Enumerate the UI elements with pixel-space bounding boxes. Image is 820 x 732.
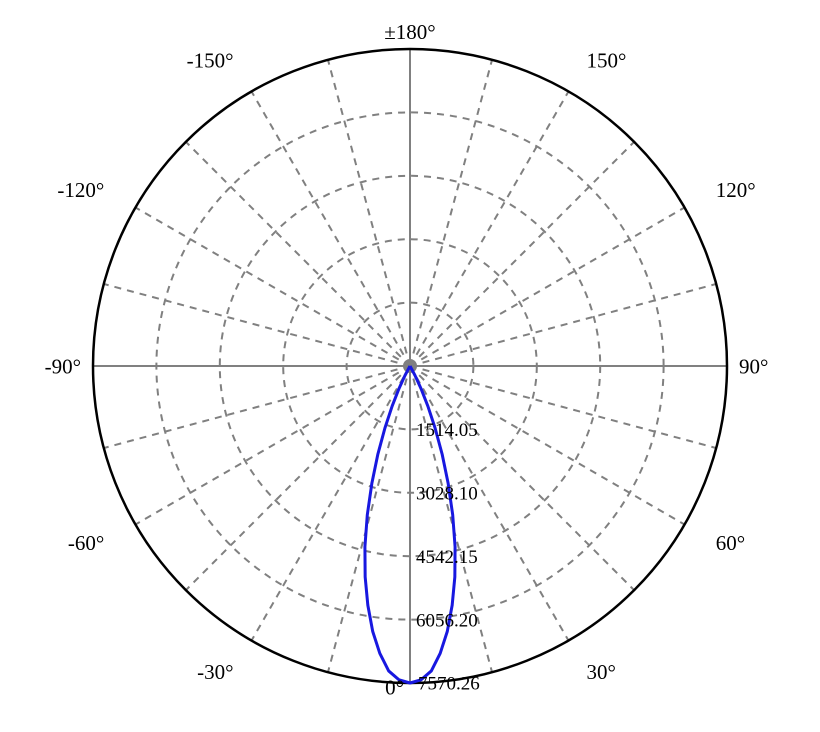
spoke — [252, 91, 411, 366]
angle-label: -90° — [45, 354, 81, 378]
angle-label: 0° — [385, 675, 404, 699]
angle-label: -60° — [68, 531, 104, 555]
spoke — [186, 142, 410, 366]
spoke — [135, 208, 410, 367]
radial-tick-label: 4542.15 — [416, 547, 478, 568]
radial-tick-label: 6056.20 — [416, 610, 478, 631]
angle-label: 90° — [739, 354, 768, 378]
radial-tick-label: 1514.05 — [416, 420, 478, 441]
angle-label: 150° — [587, 49, 627, 73]
angle-label: -30° — [197, 660, 233, 684]
angle-label: 30° — [587, 660, 616, 684]
angle-label: -150° — [187, 49, 234, 73]
labels-layer: 1514.05 3028.10 4542.15 6056.20 7570.26 ±180°… — [45, 20, 769, 699]
radial-tick-label-outer: 7570.26 — [418, 674, 480, 695]
spoke — [410, 208, 685, 367]
spoke — [186, 366, 410, 590]
spoke — [328, 366, 410, 672]
radial-tick-label: 3028.10 — [416, 483, 478, 504]
angle-label: ±180° — [384, 20, 435, 44]
polar-chart: 1514.05 3028.10 4542.15 6056.20 7570.26 ±180°… — [0, 0, 820, 732]
spoke — [104, 366, 410, 448]
spoke — [410, 91, 569, 366]
spoke — [410, 142, 634, 366]
spoke — [328, 60, 410, 366]
spoke — [252, 366, 411, 641]
spoke — [410, 284, 716, 366]
angle-label: -120° — [57, 178, 104, 202]
spoke — [104, 284, 410, 366]
spoke — [410, 60, 492, 366]
angle-label: 120° — [716, 178, 756, 202]
angle-label: 60° — [716, 531, 745, 555]
